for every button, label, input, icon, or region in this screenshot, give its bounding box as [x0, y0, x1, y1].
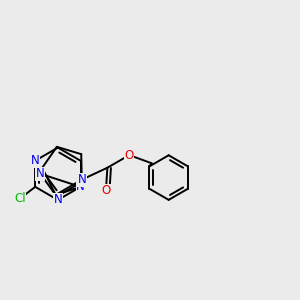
Text: N: N — [53, 194, 62, 206]
Text: N: N — [77, 173, 86, 186]
Text: N: N — [36, 167, 45, 180]
Text: O: O — [124, 148, 134, 162]
Text: O: O — [101, 184, 110, 197]
Text: N: N — [76, 180, 85, 194]
Text: N: N — [31, 154, 40, 167]
Text: Cl: Cl — [14, 192, 26, 205]
